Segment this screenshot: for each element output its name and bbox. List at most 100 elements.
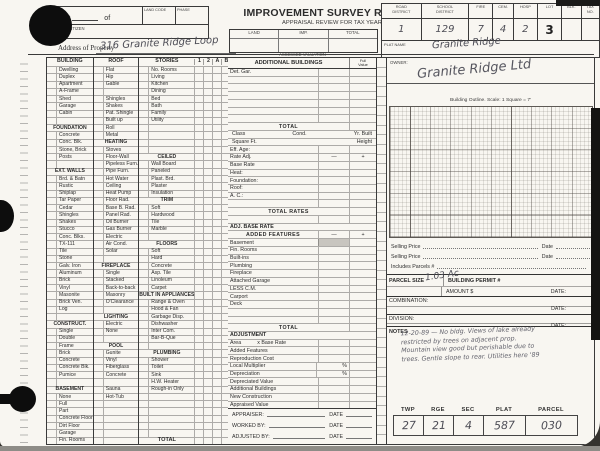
check-cell — [139, 408, 150, 415]
story-count-cell — [194, 415, 203, 423]
full-value-cell — [349, 378, 376, 386]
middle-value-cell — [318, 301, 349, 308]
checklist-item-label: Full — [59, 400, 68, 407]
checklist-item-label: Dining — [151, 88, 166, 95]
check-cell — [94, 321, 104, 328]
full-value-cell — [349, 246, 376, 254]
checklist-item-label: Floor Rad. — [105, 197, 130, 204]
middle-row — [228, 75, 376, 84]
story-count-cell — [203, 430, 212, 437]
checklist-item-label: Plast. Brd. — [151, 175, 175, 182]
story-count-cell — [203, 190, 212, 197]
middle-value-cell — [318, 262, 349, 270]
check-cell — [94, 146, 104, 154]
story-count-cell — [194, 248, 203, 255]
story-count-cell — [194, 168, 203, 175]
middle-row-label: Det. Gar. — [230, 69, 252, 76]
checklist-item-label: Brd. & Batn — [59, 175, 86, 182]
checklist-item-label: Concrete Floor — [59, 415, 93, 422]
story-count-cell — [203, 357, 212, 364]
middle-row: Det. Gar. — [228, 69, 376, 76]
check-cell — [139, 139, 150, 146]
check-cell — [139, 248, 150, 255]
middle-value-cell — [318, 316, 349, 324]
middle-row-label — [228, 77, 318, 84]
checklist-row: Gunite — [93, 349, 139, 357]
check-cell — [139, 430, 150, 437]
middle-value-cell — [318, 99, 349, 107]
middle-row-label: Appraised Value — [230, 401, 269, 408]
checklist-item-label: Hip — [105, 73, 114, 80]
middle-value-cell — [318, 115, 349, 123]
building-outline-caption: Building Outline. Scale: 1 Square = 7′ — [450, 98, 531, 103]
full-value-cell — [349, 123, 376, 130]
check-cell — [94, 117, 104, 125]
story-count-cell — [194, 364, 203, 372]
checklist-row: Garage — [47, 429, 93, 437]
middle-value-cell — [318, 84, 349, 92]
check-cell — [47, 219, 57, 226]
story-count-cell — [212, 343, 221, 350]
checklist-row: Ceiling — [93, 182, 139, 190]
scan-edge-shadow — [591, 108, 600, 340]
story-count-cell — [221, 175, 230, 183]
twp-handwritten-value: 030 — [540, 418, 563, 433]
district-handwritten-value: 7 — [477, 24, 484, 35]
checklist-item-label: None — [59, 393, 72, 400]
checklist-row: Metal — [93, 131, 139, 139]
story-count-cell — [221, 67, 230, 74]
middle-value-cell — [318, 401, 349, 409]
full-value-cell — [349, 393, 376, 401]
middle-value-cell — [318, 185, 349, 192]
middle-row-label: Added Features — [230, 347, 268, 354]
tick-cell — [377, 240, 386, 251]
middle-row — [228, 98, 376, 107]
check-cell — [47, 393, 57, 401]
full-value-cell — [349, 293, 376, 301]
section-header-label: FIREPLACE — [101, 262, 131, 269]
checklist-row: Stacked — [93, 276, 139, 284]
scan-bottom-edge — [0, 446, 600, 451]
middle-total-label: TOTAL — [278, 123, 299, 130]
check-cell — [47, 234, 57, 241]
middle-row: Plumbing — [228, 261, 376, 270]
checklist-item-label: Stacked — [105, 277, 125, 284]
check-cell — [139, 81, 150, 88]
check-cell — [139, 175, 150, 183]
district-col-header: BLK. — [562, 4, 581, 19]
story-count-cell — [212, 255, 221, 263]
middle-value-cell — [318, 146, 349, 154]
story-count-cell — [212, 234, 221, 241]
section-header-label: BASEMENT — [55, 386, 85, 393]
check-cell — [47, 306, 57, 314]
binder-hole-stem — [0, 394, 14, 404]
check-cell — [47, 110, 57, 117]
story-count-cell — [212, 175, 221, 183]
tick-cell — [377, 424, 386, 435]
check-cell — [94, 430, 104, 437]
check-cell — [94, 248, 104, 255]
checklist-item-label: Floor-Wall — [105, 153, 129, 160]
middle-value-cell — [318, 177, 349, 185]
middle-row-label: Rate Adj. — [230, 154, 252, 161]
district-col-header: ROAD DISTRICT — [382, 4, 421, 19]
full-value-cell: + — [349, 231, 376, 239]
check-cell — [47, 343, 57, 350]
checklist-row: Floor Rad. — [93, 196, 139, 205]
story-count-cell — [212, 335, 221, 343]
district-handwritten-value — [562, 19, 580, 40]
tick-cell — [377, 405, 386, 415]
story-count-cell — [212, 284, 221, 292]
checklist-section-header-row: BUILT IN APPLIANCES — [139, 291, 231, 299]
checklist-item-label: Tar Paper — [59, 197, 82, 204]
story-subcol-header: 1 — [194, 59, 203, 65]
story-count-cell — [212, 248, 221, 255]
check-cell — [47, 437, 57, 444]
date-label: DATE — [329, 434, 343, 440]
tick-cell — [377, 66, 386, 77]
checklist-row: Dishwasher — [139, 320, 231, 328]
check-cell — [94, 205, 104, 212]
check-cell — [47, 67, 57, 74]
story-count-cell — [194, 154, 203, 161]
story-count-cell — [194, 350, 203, 357]
